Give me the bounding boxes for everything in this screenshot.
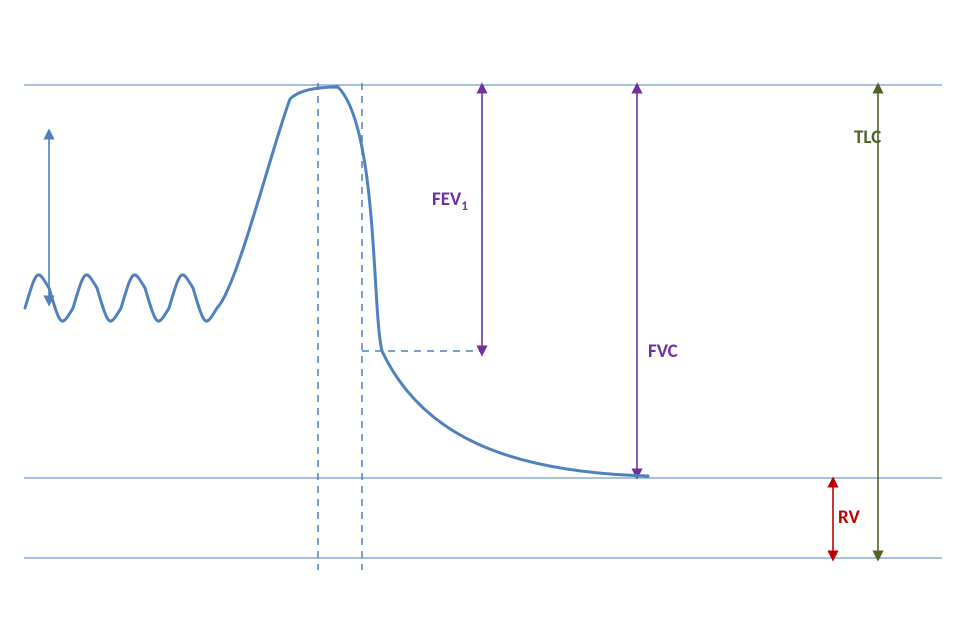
fev1-text: FEV (432, 188, 461, 211)
fev1-label: FEV1 (432, 188, 468, 214)
fev1-sub: 1 (461, 197, 468, 214)
rv-label: RV (838, 506, 860, 529)
fvc-label: FVC (648, 340, 678, 363)
spirometry-diagram (0, 0, 969, 629)
tlc-label: TLC (854, 126, 881, 149)
spirometry-curve (25, 87, 648, 476)
